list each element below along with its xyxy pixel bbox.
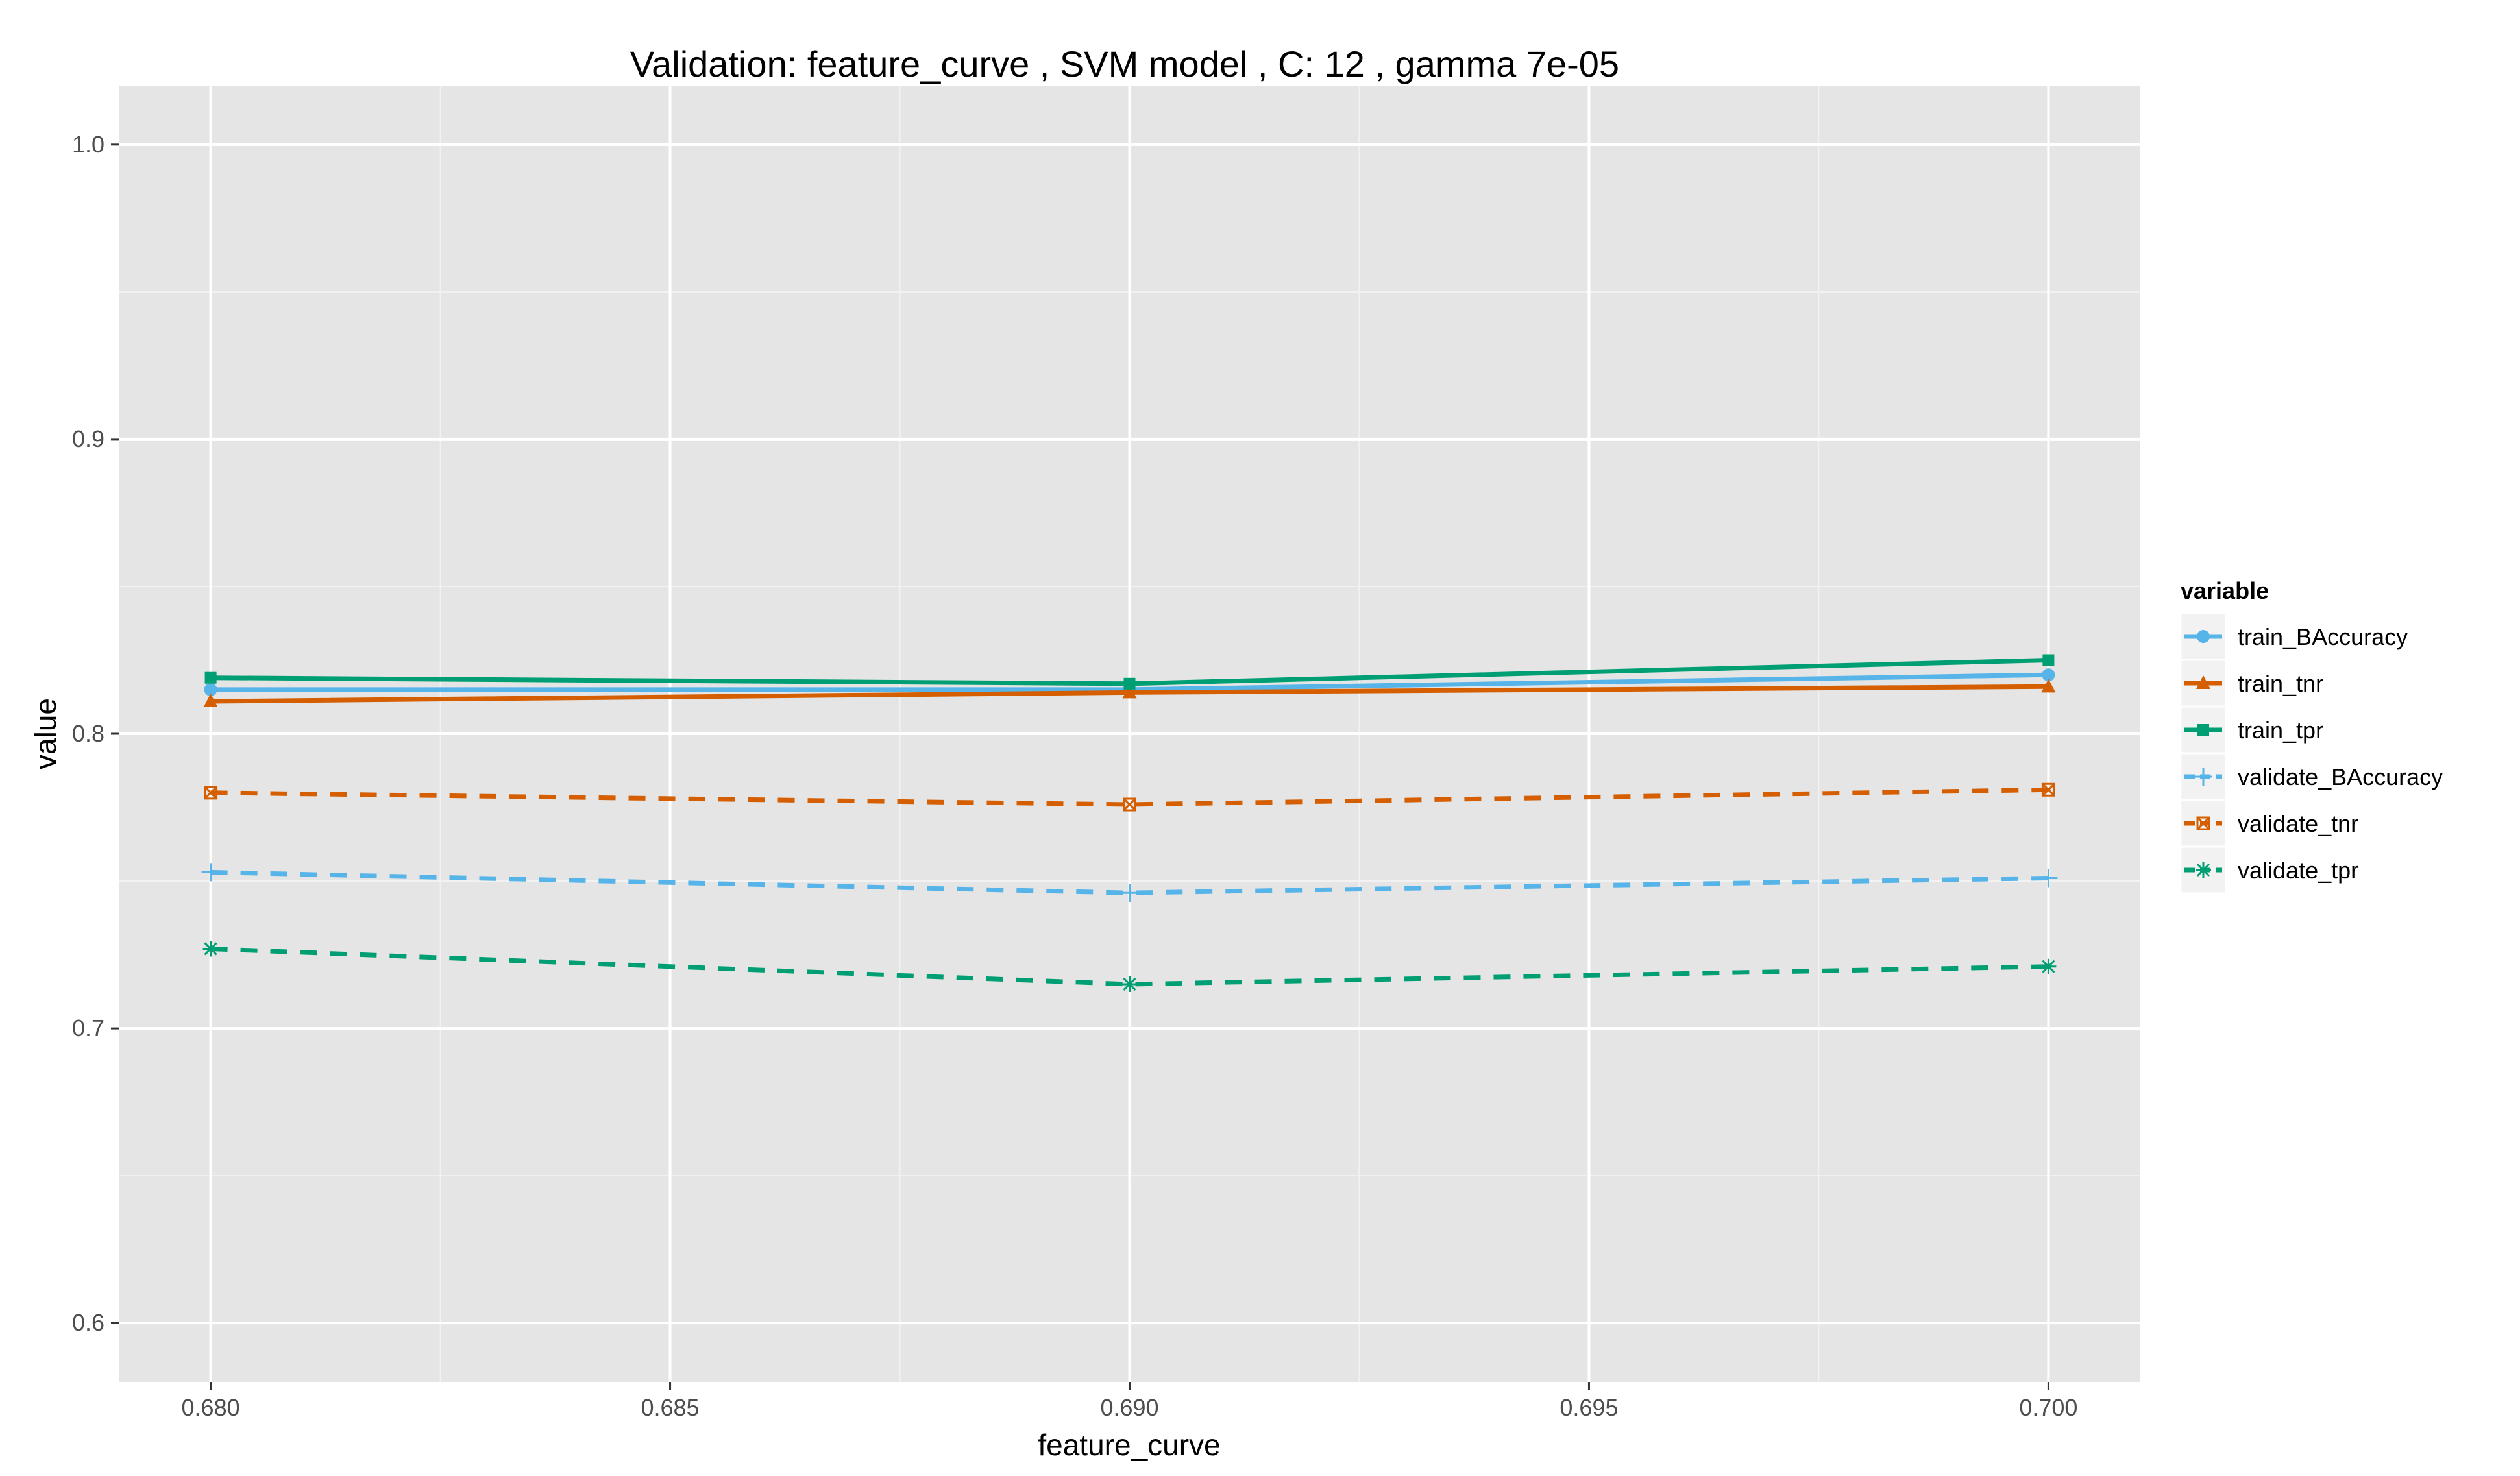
data-point [204, 683, 217, 696]
series-line [210, 787, 2049, 807]
x-tick-label: 0.685 [641, 1394, 699, 1421]
y-tick-label: 0.7 [72, 1015, 104, 1041]
series-validate_tnr [204, 782, 2055, 812]
legend: variable train_BAccuracy train_tnr train_t… [2179, 577, 2443, 895]
data-point [1123, 797, 1136, 812]
data-point [202, 941, 219, 957]
y-tick-label: 0.6 [72, 1309, 104, 1336]
legend-marker [2197, 630, 2210, 643]
data-point [1120, 884, 1139, 902]
data-point [201, 863, 220, 882]
data-point [1121, 976, 1138, 992]
y-tick-label: 0.8 [72, 720, 104, 747]
data-point [2041, 679, 2056, 693]
legend-item: train_BAccuracy [2179, 612, 2408, 661]
data-point [2042, 654, 2055, 666]
legend-item: train_tpr [2179, 705, 2323, 755]
y-tick-label: 1.0 [72, 131, 104, 158]
data-point [1122, 684, 1137, 699]
data-point [1123, 677, 1136, 690]
data-point [203, 694, 218, 708]
x-tick-label: 0.700 [2019, 1394, 2077, 1421]
legend-items: train_BAccuracy train_tnr train_tprvalidat… [2179, 612, 2443, 895]
legend-title: variable [2181, 577, 2269, 604]
series-line [210, 869, 2049, 895]
legend-label: validate_tpr [2238, 857, 2358, 884]
chart-title: Validation: feature_curve , SVM model , … [630, 43, 1619, 84]
legend-item: validate_tnr [2179, 799, 2358, 848]
series-line [210, 947, 2049, 987]
legend-marker [2196, 862, 2211, 878]
y-axis-title: value [29, 698, 62, 769]
legend-label: train_tnr [2238, 670, 2323, 697]
series-layer [201, 654, 2058, 992]
legend-label: validate_BAccuracy [2238, 764, 2443, 790]
legend-item: validate_tpr [2179, 845, 2358, 895]
legend-label: train_BAccuracy [2238, 623, 2408, 650]
axis-layer: 0.6 0.7 0.8 0.9 1.0 0.680 0.685 0.690 0.695 0.700 [72, 131, 2078, 1421]
gridlines [119, 86, 2140, 1382]
series-train_tpr [204, 654, 2055, 690]
data-point [204, 671, 217, 684]
legend-label: validate_tnr [2238, 810, 2358, 837]
y-tick-label: 0.9 [72, 426, 104, 452]
series-validate_tpr [202, 941, 2057, 992]
data-point [204, 786, 218, 800]
legend-item: validate_BAccuracy [2179, 752, 2443, 801]
data-point [2040, 958, 2057, 974]
series-validate_BAccuracy [201, 863, 2058, 902]
legend-marker [2196, 675, 2210, 689]
data-point [2039, 869, 2058, 888]
data-point [2041, 782, 2055, 797]
data-point [2042, 668, 2055, 682]
legend-marker [2194, 768, 2212, 786]
legend-marker [2196, 816, 2210, 830]
legend-marker [2197, 724, 2209, 736]
x-tick-label: 0.690 [1100, 1394, 1158, 1421]
x-axis-title: feature_curve [1038, 1428, 1220, 1462]
legend-label: train_tpr [2238, 717, 2323, 744]
x-tick-label: 0.695 [1560, 1394, 1618, 1421]
legend-item: train_tnr [2179, 659, 2323, 708]
series-train_tnr [203, 679, 2056, 708]
x-tick-label: 0.680 [182, 1394, 240, 1421]
